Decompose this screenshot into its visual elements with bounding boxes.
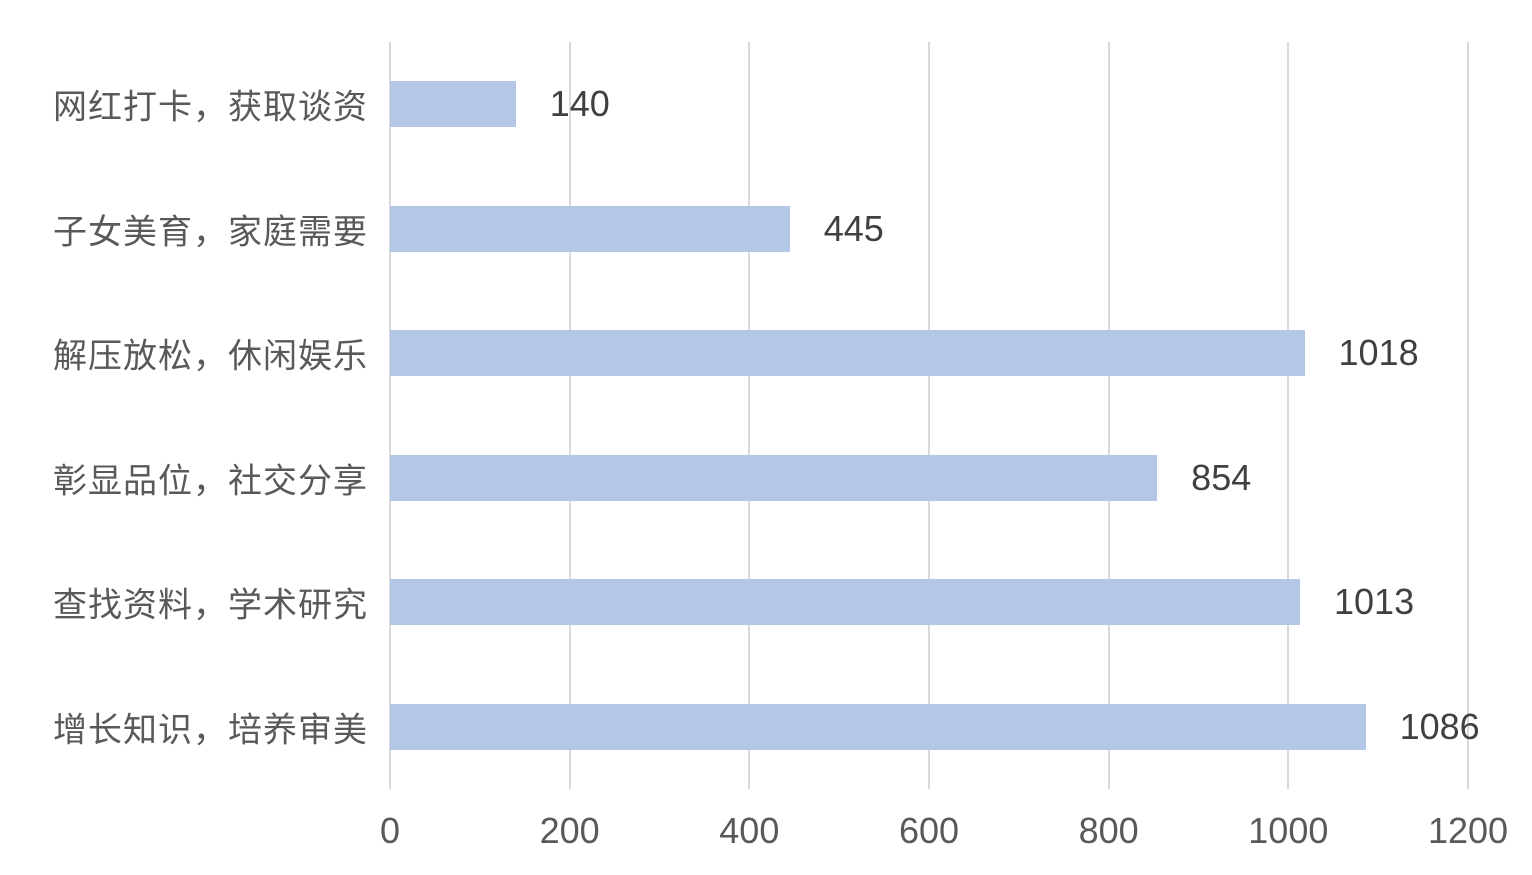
x-axis-tick-label: 1200 (1427, 810, 1509, 851)
bar (390, 205, 790, 252)
bar (390, 703, 1366, 750)
bar-value-label: 1018 (1338, 332, 1419, 374)
bar-value-label: 1013 (1334, 581, 1415, 623)
bar-row: 子女美育，家庭需要 445 (53, 167, 1468, 292)
x-axis-tick-label: 1000 (1248, 810, 1329, 851)
gridline-200 (568, 42, 571, 789)
bar-row: 网红打卡，获取谈资 140 (53, 42, 1468, 167)
gridline-1200 (1467, 42, 1469, 789)
bar-value-label: 140 (549, 83, 610, 125)
bar-rows: 网红打卡，获取谈资 140 子女美育，家庭需要 445 解压放松，休闲娱乐 10… (53, 42, 1480, 790)
category-label: 增长知识，培养审美 (53, 711, 368, 750)
x-axis-tick-label: 600 (898, 810, 960, 851)
x-axis-tick-label: 0 (379, 810, 401, 851)
category-label: 彰显品位，社交分享 (53, 462, 368, 501)
category-label: 子女美育，家庭需要 (53, 213, 368, 252)
bar (390, 454, 1158, 501)
x-axis-tick-label: 800 (1078, 810, 1139, 851)
bar (390, 330, 1305, 377)
bar-row: 解压放松，休闲娱乐 1018 (53, 291, 1468, 416)
bar-value-label: 1086 (1399, 705, 1480, 747)
x-axis: 0 200 400 600 800 1000 1200 (380, 810, 1508, 860)
category-label: 查找资料，学术研究 (53, 586, 368, 625)
gridline-1000 (1287, 42, 1290, 789)
gridline-600 (928, 42, 930, 789)
x-axis-tick-label: 400 (719, 810, 780, 851)
category-label: 解压放松，休闲娱乐 (53, 337, 368, 376)
plot-area: 网红打卡，获取谈资 140 子女美育，家庭需要 445 解压放松，休闲娱乐 10… (53, 42, 1480, 790)
gridline-0 (389, 42, 391, 789)
bar-row: 彰显品位，社交分享 854 (53, 416, 1468, 541)
bar-row: 增长知识，培养审美 1086 (53, 665, 1480, 790)
bar (390, 81, 516, 128)
bar (390, 579, 1300, 626)
bar-value-label: 854 (1191, 456, 1252, 498)
bar-row: 查找资料，学术研究 1013 (53, 540, 1468, 665)
x-axis-tick-label: 200 (539, 810, 600, 851)
bar-value-label: 445 (823, 207, 884, 249)
gridline-800 (1107, 42, 1110, 789)
gridline-400 (748, 42, 751, 789)
category-label: 网红打卡，获取谈资 (53, 88, 368, 127)
